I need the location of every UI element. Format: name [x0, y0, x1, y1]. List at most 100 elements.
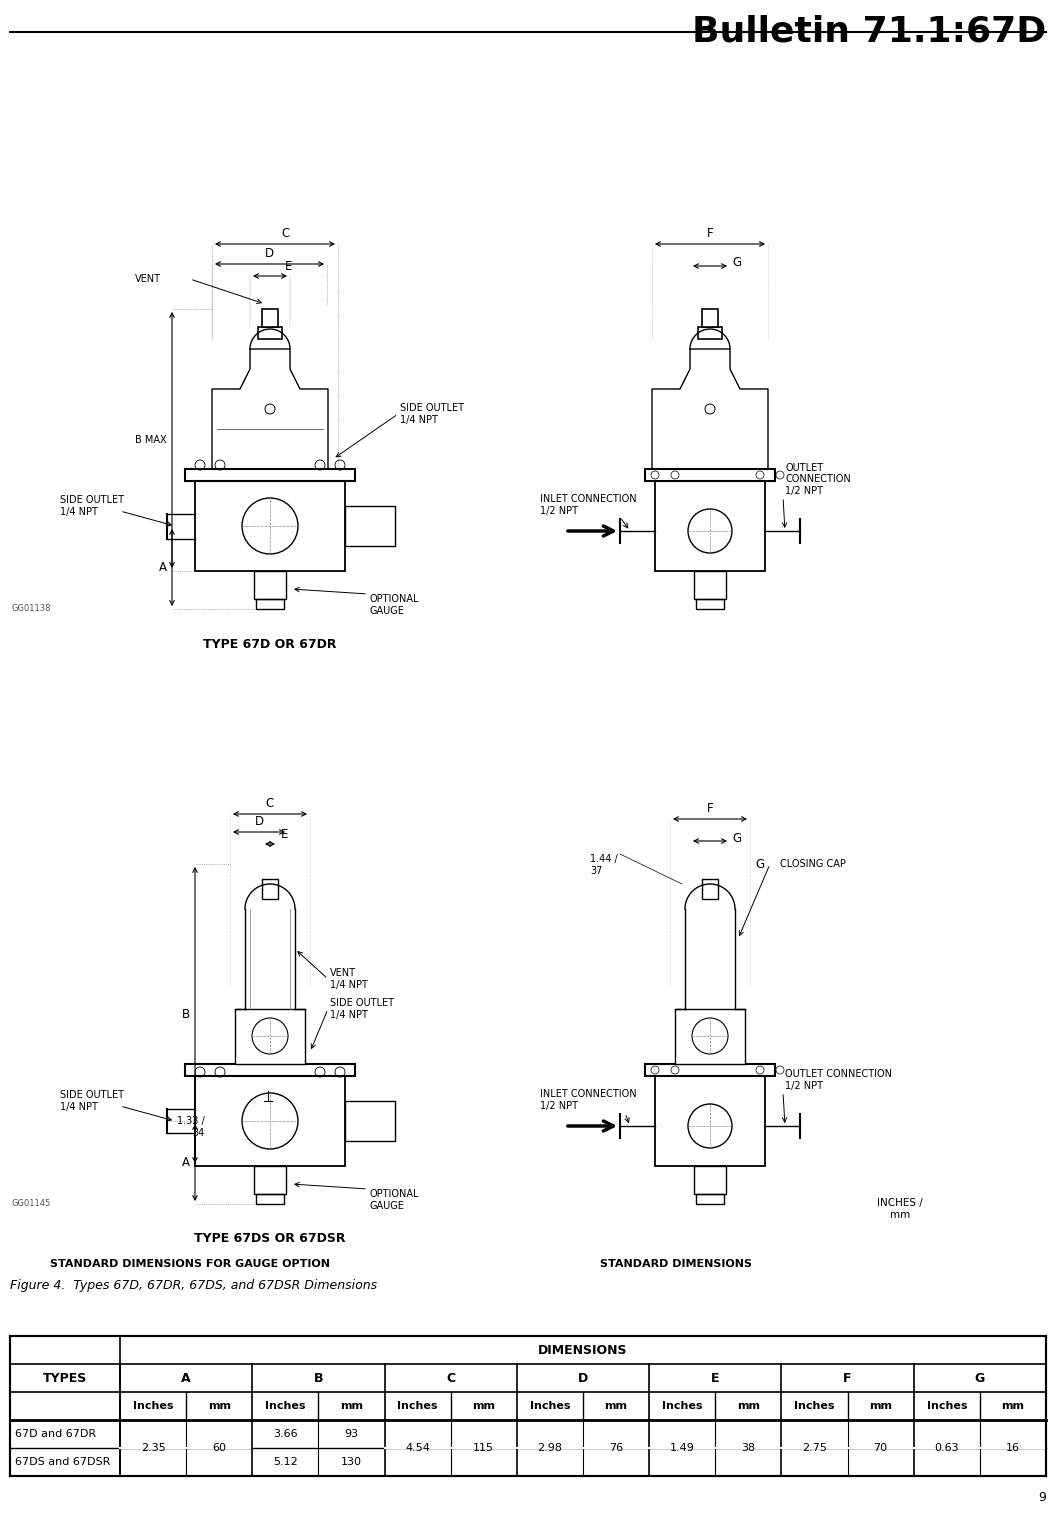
Text: mm: mm [340, 1401, 363, 1411]
Text: 115: 115 [473, 1443, 494, 1454]
Text: Inches: Inches [133, 1401, 173, 1411]
Text: E: E [285, 260, 293, 273]
Bar [195, 482, 345, 571]
Bar [702, 880, 718, 899]
Text: STANDARD DIMENSIONS: STANDARD DIMENSIONS [600, 1259, 752, 1268]
Bar [256, 598, 284, 609]
Text: mm: mm [1001, 1401, 1024, 1411]
Text: 38: 38 [741, 1443, 755, 1454]
Text: Inches: Inches [926, 1401, 967, 1411]
Text: 2.98: 2.98 [538, 1443, 563, 1454]
Text: F: F [706, 226, 713, 240]
Text: mm: mm [737, 1401, 760, 1411]
Text: Figure 4.  Types 67D, 67DR, 67DS, and 67DSR Dimensions: Figure 4. Types 67D, 67DR, 67DS, and 67D… [10, 1279, 377, 1293]
Bar [262, 308, 278, 327]
Bar [655, 1075, 765, 1167]
Text: mm: mm [208, 1401, 230, 1411]
Bar [256, 1194, 284, 1205]
Text: GG01138: GG01138 [12, 605, 52, 614]
Text: VENT: VENT [135, 273, 161, 284]
Text: TYPES: TYPES [43, 1372, 88, 1384]
Text: A: A [182, 1372, 191, 1384]
Text: OUTLET CONNECTION
1/2 NPT: OUTLET CONNECTION 1/2 NPT [785, 1069, 892, 1091]
Bar [345, 1101, 395, 1141]
Text: G: G [732, 831, 741, 845]
Text: 9: 9 [1038, 1492, 1046, 1504]
Text: D: D [578, 1372, 588, 1384]
Bar [702, 308, 718, 327]
Text: mm: mm [472, 1401, 495, 1411]
Text: OUTLET
CONNECTION
1/2 NPT: OUTLET CONNECTION 1/2 NPT [785, 463, 851, 497]
Text: 93: 93 [344, 1429, 359, 1438]
Text: Bulletin 71.1:67D: Bulletin 71.1:67D [692, 14, 1046, 49]
Bar [645, 469, 775, 482]
Bar [655, 482, 765, 571]
Text: DIMENSIONS: DIMENSIONS [539, 1343, 627, 1356]
Bar [262, 880, 278, 899]
Text: E: E [711, 1372, 719, 1384]
Text: 3.66: 3.66 [274, 1429, 298, 1438]
Text: Inches: Inches [794, 1401, 834, 1411]
Text: 1.49: 1.49 [670, 1443, 695, 1454]
Text: 4.54: 4.54 [406, 1443, 430, 1454]
Bar [694, 1167, 727, 1194]
Text: 70: 70 [873, 1443, 888, 1454]
Text: 76: 76 [609, 1443, 623, 1454]
Text: INLET CONNECTION
1/2 NPT: INLET CONNECTION 1/2 NPT [540, 494, 637, 516]
Text: SIDE OUTLET
1/4 NPT: SIDE OUTLET 1/4 NPT [60, 1091, 124, 1112]
Text: G: G [755, 858, 765, 870]
Text: D: D [265, 248, 275, 260]
Text: C: C [281, 226, 289, 240]
Text: 2.75: 2.75 [803, 1443, 827, 1454]
Text: STANDARD DIMENSIONS FOR GAUGE OPTION: STANDARD DIMENSIONS FOR GAUGE OPTION [50, 1259, 329, 1268]
Bar [254, 1167, 286, 1194]
Bar [675, 1009, 744, 1063]
Bar [345, 506, 395, 545]
Text: mm: mm [869, 1401, 892, 1411]
Text: 60: 60 [212, 1443, 226, 1454]
Bar [235, 1009, 305, 1063]
Text: 1.33 /
34: 1.33 / 34 [177, 1116, 205, 1138]
Text: TYPE 67DS OR 67DSR: TYPE 67DS OR 67DSR [194, 1232, 345, 1246]
Text: C: C [266, 797, 275, 810]
Text: A: A [182, 1156, 190, 1170]
Bar [696, 1194, 724, 1205]
Text: INLET CONNECTION
1/2 NPT: INLET CONNECTION 1/2 NPT [540, 1089, 637, 1110]
Text: F: F [844, 1372, 852, 1384]
Text: SIDE OUTLET
1/4 NPT: SIDE OUTLET 1/4 NPT [400, 403, 464, 425]
Text: INCHES /
mm: INCHES / mm [878, 1198, 923, 1220]
Bar [254, 571, 286, 598]
Text: VENT
1/4 NPT: VENT 1/4 NPT [329, 968, 367, 990]
Text: CLOSING CAP: CLOSING CAP [780, 860, 846, 869]
Text: 5.12: 5.12 [274, 1457, 298, 1467]
Text: OPTIONAL
GAUGE: OPTIONAL GAUGE [370, 1189, 419, 1211]
Text: 16: 16 [1006, 1443, 1020, 1454]
Bar [696, 598, 724, 609]
Text: Inches: Inches [397, 1401, 438, 1411]
Text: B MAX: B MAX [135, 434, 167, 445]
Circle shape [705, 404, 715, 415]
Text: 2.35: 2.35 [140, 1443, 166, 1454]
Text: C: C [446, 1372, 455, 1384]
Text: A: A [159, 561, 167, 574]
Text: Inches: Inches [265, 1401, 305, 1411]
Bar [645, 1063, 775, 1075]
Text: D: D [254, 816, 264, 828]
Bar [195, 1075, 345, 1167]
Text: F: F [706, 802, 713, 816]
Text: G: G [975, 1372, 985, 1384]
Text: 0.63: 0.63 [935, 1443, 959, 1454]
Text: OPTIONAL
GAUGE: OPTIONAL GAUGE [370, 594, 419, 615]
Text: SIDE OUTLET
1/4 NPT: SIDE OUTLET 1/4 NPT [60, 495, 124, 516]
Bar [694, 571, 727, 598]
Text: B: B [182, 1009, 190, 1021]
Text: mm: mm [605, 1401, 627, 1411]
Text: G: G [732, 257, 741, 269]
Bar [185, 1063, 355, 1075]
Text: TYPE 67D OR 67DR: TYPE 67D OR 67DR [203, 638, 337, 650]
Text: GG01145: GG01145 [12, 1198, 52, 1208]
Text: E: E [281, 828, 288, 842]
Text: B: B [314, 1372, 323, 1384]
Bar [258, 327, 282, 339]
Bar [185, 469, 355, 482]
